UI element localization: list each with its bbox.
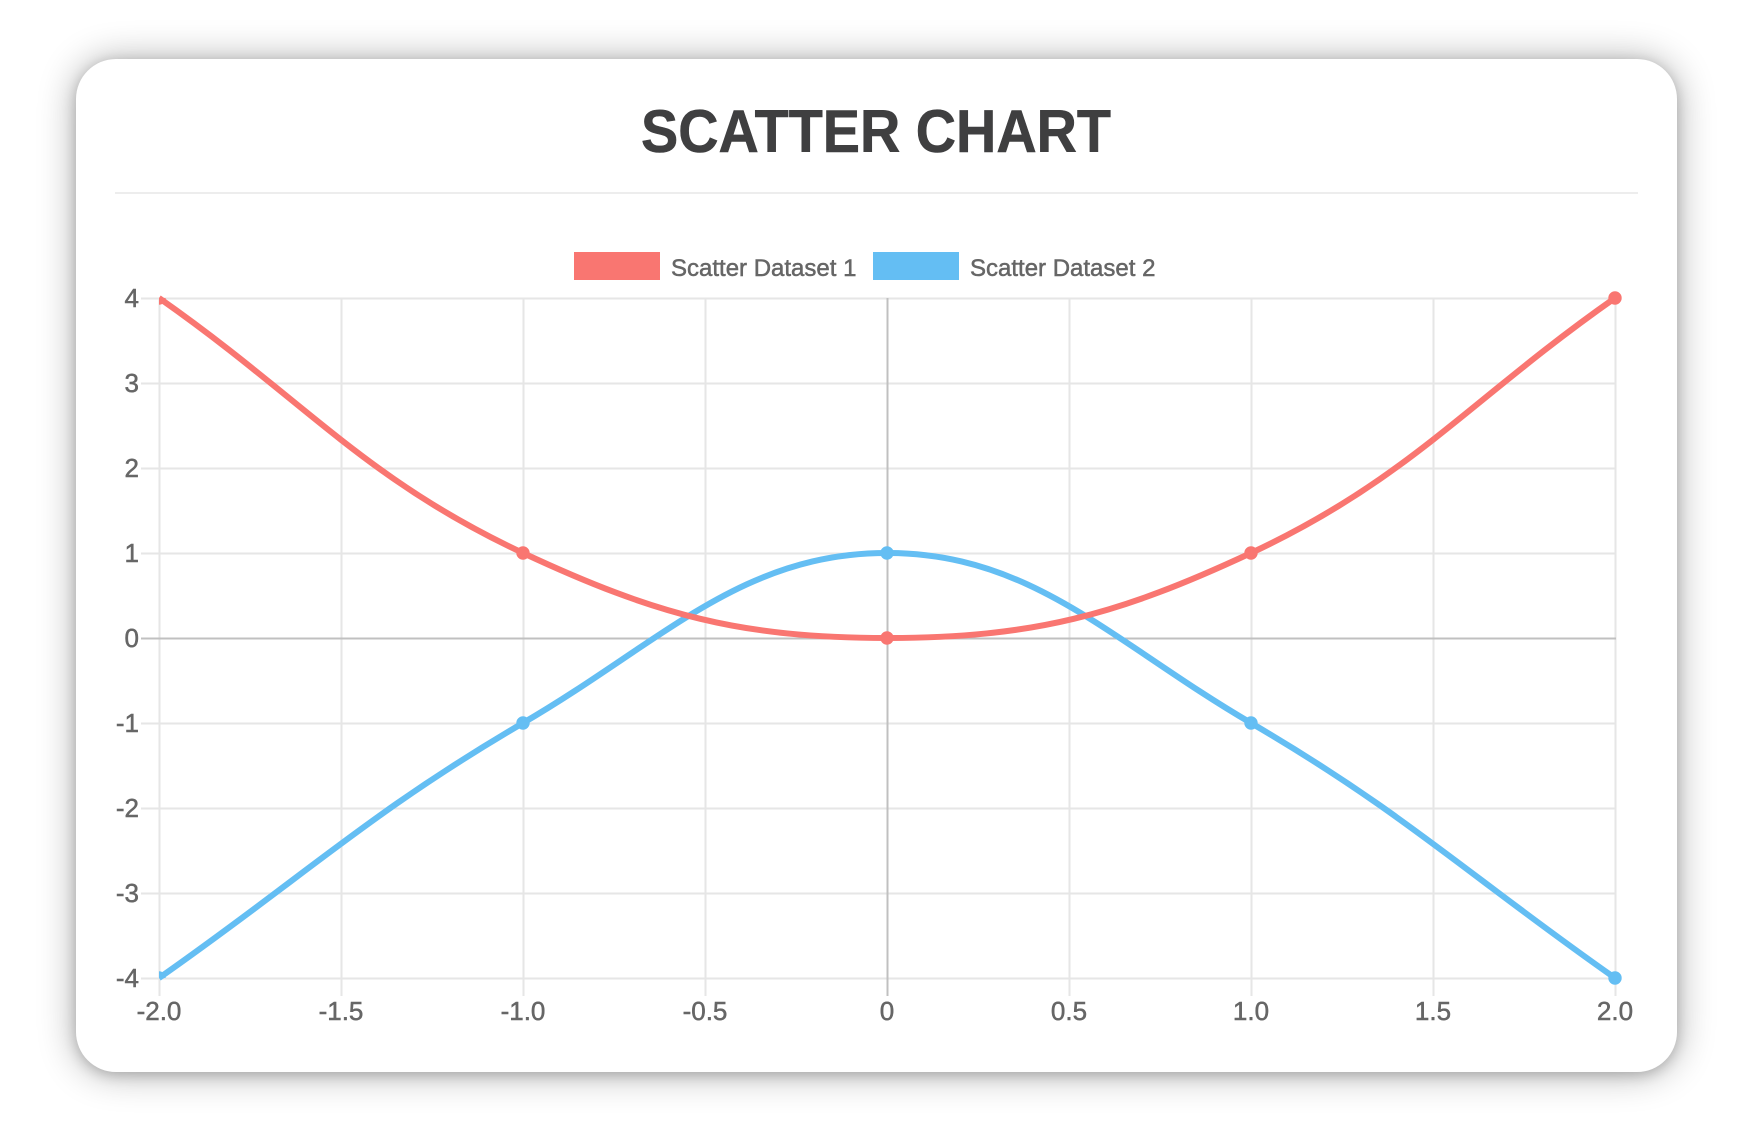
svg-text:-4: -4 (116, 963, 139, 993)
svg-text:-2: -2 (116, 793, 139, 823)
svg-text:1.0: 1.0 (1233, 996, 1269, 1026)
svg-text:2: 2 (125, 453, 139, 483)
svg-text:-3: -3 (116, 878, 139, 908)
svg-text:1.5: 1.5 (1415, 996, 1451, 1026)
svg-text:-1: -1 (116, 708, 139, 738)
svg-text:2.0: 2.0 (1597, 996, 1633, 1026)
svg-text:3: 3 (125, 368, 139, 398)
svg-text:0: 0 (125, 623, 139, 653)
svg-text:SCATTER CHART: SCATTER CHART (641, 98, 1111, 165)
svg-text:Scatter Dataset 1: Scatter Dataset 1 (671, 255, 856, 282)
svg-text:-1.0: -1.0 (501, 996, 546, 1026)
svg-text:-2.0: -2.0 (137, 996, 182, 1026)
svg-text:1: 1 (125, 538, 139, 568)
svg-text:0.5: 0.5 (1051, 996, 1087, 1026)
svg-text:4: 4 (125, 283, 139, 313)
svg-text:-1.5: -1.5 (319, 996, 364, 1026)
svg-text:-0.5: -0.5 (683, 996, 728, 1026)
svg-text:0: 0 (880, 996, 894, 1026)
svg-text:Scatter Dataset 2: Scatter Dataset 2 (970, 255, 1155, 282)
